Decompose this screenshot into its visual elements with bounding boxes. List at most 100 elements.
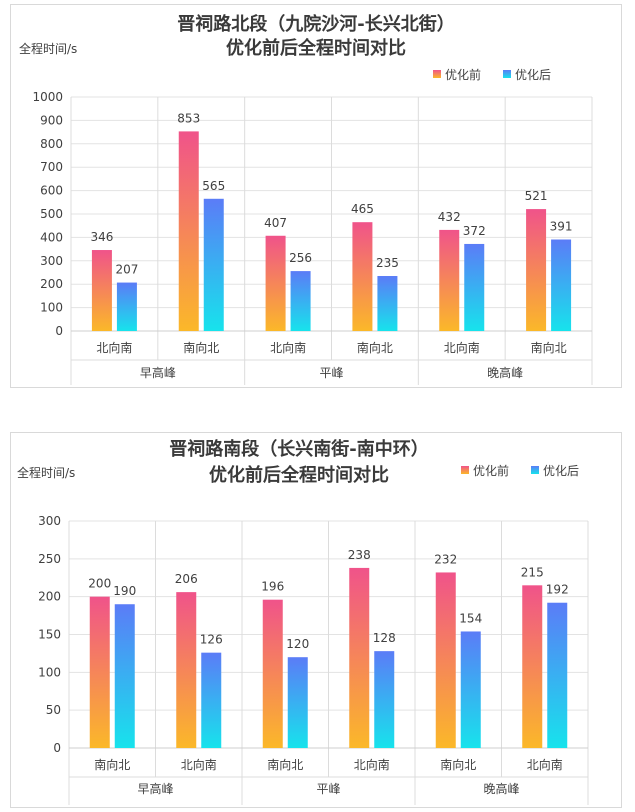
north-category-label-1: 北向南 bbox=[96, 340, 132, 355]
north-legend-swatch-2 bbox=[503, 70, 511, 78]
south-data-label-1-5: 232 bbox=[434, 552, 457, 566]
north-y-tick-500: 500 bbox=[40, 207, 63, 221]
north-chart-title-line-1: 晋祠路北段（九院沙河-长兴北街） bbox=[177, 13, 454, 35]
south-bar-1-1 bbox=[89, 596, 110, 748]
north-category-label-4: 南向北 bbox=[357, 340, 393, 355]
south-category-label-3: 南向北 bbox=[267, 757, 303, 772]
south-category-label-4: 北向南 bbox=[354, 757, 390, 772]
south-bar-1-2 bbox=[176, 592, 197, 748]
south-legend-label-1: 优化前 bbox=[473, 463, 509, 478]
north-bar-1-6 bbox=[526, 209, 547, 331]
south-category-label-1: 南向北 bbox=[94, 757, 130, 772]
south-bar-2-3 bbox=[287, 657, 308, 748]
north-category-label-5: 北向南 bbox=[444, 340, 480, 355]
north-data-label-2-3: 256 bbox=[289, 251, 312, 265]
north-legend-label-1: 优化前 bbox=[445, 67, 481, 82]
south-data-label-1-4: 238 bbox=[348, 548, 371, 562]
south-y-axis-label: 全程时间/s bbox=[17, 465, 75, 480]
north-bar-1-2 bbox=[178, 131, 199, 331]
north-bar-2-3 bbox=[290, 271, 311, 331]
north-category-label-2: 南向北 bbox=[183, 340, 219, 355]
north-y-tick-600: 600 bbox=[40, 184, 63, 198]
north-data-label-1-1: 346 bbox=[90, 230, 113, 244]
south-legend-label-2: 优化后 bbox=[543, 464, 579, 478]
south-data-label-1-6: 215 bbox=[521, 565, 544, 579]
south-bar-2-4 bbox=[374, 651, 395, 748]
north-bar-2-6 bbox=[551, 239, 572, 331]
south-y-tick-250: 250 bbox=[38, 552, 61, 566]
north-y-tick-900: 900 bbox=[40, 113, 63, 127]
south-bar-1-4 bbox=[349, 567, 370, 748]
south-group-label-1: 早高峰 bbox=[137, 781, 173, 796]
north-data-label-1-4: 465 bbox=[351, 202, 374, 216]
south-category-label-6: 北向南 bbox=[527, 757, 563, 772]
south-bar-2-1 bbox=[114, 604, 135, 748]
chart-panel-south: 晋祠路南段（长兴南街-南中环） 优化前后全程时间对比 全程时间/s 优化前 优化后 0 50… bbox=[10, 432, 622, 808]
south-data-label-2-3: 120 bbox=[286, 637, 309, 651]
south-y-tick-150: 150 bbox=[38, 628, 61, 642]
south-data-label-1-1: 200 bbox=[88, 577, 111, 591]
north-chart-title-line-2: 优化前后全程时间对比 bbox=[226, 37, 406, 59]
south-y-tick-50: 50 bbox=[46, 703, 61, 717]
chart-south-svg: 晋祠路南段（长兴南街-南中环） 优化前后全程时间对比 全程时间/s 优化前 优化后 0 50… bbox=[17, 438, 589, 805]
north-bar-1-1 bbox=[91, 250, 112, 331]
north-bar-1-3 bbox=[265, 235, 286, 331]
south-data-label-2-4: 128 bbox=[373, 631, 396, 645]
south-data-label-2-5: 154 bbox=[459, 611, 482, 625]
north-data-label-2-1: 207 bbox=[115, 263, 138, 277]
south-y-tick-300: 300 bbox=[38, 514, 61, 528]
north-bar-1-5 bbox=[439, 229, 460, 331]
north-bar-1-4 bbox=[352, 222, 373, 331]
north-data-label-2-4: 235 bbox=[376, 256, 399, 270]
north-bar-2-2 bbox=[203, 198, 224, 331]
north-data-label-2-5: 372 bbox=[463, 224, 486, 238]
south-bar-1-3 bbox=[262, 599, 283, 748]
north-bar-2-1 bbox=[116, 282, 137, 331]
north-group-label-2: 平峰 bbox=[319, 366, 343, 380]
north-y-tick-1000: 1000 bbox=[32, 90, 63, 104]
north-group-label-3: 晚高峰 bbox=[487, 365, 523, 380]
north-data-label-2-2: 565 bbox=[202, 179, 225, 193]
south-chart-title-line-2: 优化前后全程时间对比 bbox=[209, 464, 389, 486]
south-data-label-1-3: 196 bbox=[261, 580, 284, 594]
chart-north-svg: 晋祠路北段（九院沙河-长兴北街）优化前后全程时间对比 全程时间/s 优化前 优化后 0 1… bbox=[19, 13, 593, 385]
north-data-label-1-3: 407 bbox=[264, 216, 287, 230]
south-y-tick-0: 0 bbox=[53, 741, 61, 755]
north-bar-2-4 bbox=[377, 276, 398, 331]
south-data-label-2-1: 190 bbox=[113, 584, 136, 598]
south-y-tick-100: 100 bbox=[38, 665, 61, 679]
north-y-tick-100: 100 bbox=[40, 301, 63, 315]
south-legend-swatch-1 bbox=[461, 466, 469, 474]
south-data-label-1-2: 206 bbox=[175, 572, 198, 586]
north-data-label-1-2: 853 bbox=[177, 111, 200, 125]
north-group-label-1: 早高峰 bbox=[140, 365, 176, 380]
north-legend-label-2: 优化后 bbox=[515, 68, 551, 82]
north-data-label-1-5: 432 bbox=[438, 210, 461, 224]
north-bar-2-5 bbox=[464, 243, 485, 331]
south-chart-title-line-1: 晋祠路南段（长兴南街-南中环） bbox=[169, 438, 428, 460]
north-y-tick-800: 800 bbox=[40, 137, 63, 151]
north-y-tick-300: 300 bbox=[40, 254, 63, 268]
south-bar-1-6 bbox=[522, 585, 543, 748]
north-category-label-6: 南向北 bbox=[531, 340, 567, 355]
chart-panel-north: 晋祠路北段（九院沙河-长兴北街） 优化前后全程时间对比 全程时间/s 优化前 优化后 0 1… bbox=[10, 4, 622, 388]
south-data-label-2-6: 192 bbox=[546, 583, 569, 597]
north-y-tick-400: 400 bbox=[40, 230, 63, 244]
north-category-label-3: 北向南 bbox=[270, 340, 306, 355]
south-y-tick-200: 200 bbox=[38, 590, 61, 604]
north-legend-swatch-1 bbox=[433, 70, 441, 78]
south-group-label-2: 平峰 bbox=[316, 782, 340, 796]
south-legend-swatch-2 bbox=[531, 466, 539, 474]
north-data-label-1-6: 521 bbox=[525, 189, 548, 203]
south-bar-1-5 bbox=[435, 572, 456, 748]
south-bar-2-2 bbox=[201, 652, 222, 748]
south-category-label-5: 南向北 bbox=[440, 757, 476, 772]
south-bar-2-5 bbox=[460, 631, 481, 748]
north-data-label-2-6: 391 bbox=[550, 220, 573, 234]
south-group-label-3: 晚高峰 bbox=[483, 781, 519, 796]
north-y-tick-700: 700 bbox=[40, 160, 63, 174]
north-y-tick-200: 200 bbox=[40, 277, 63, 291]
north-y-axis-label: 全程时间/s bbox=[19, 41, 77, 56]
south-category-label-2: 北向南 bbox=[181, 757, 217, 772]
south-bar-2-6 bbox=[547, 602, 568, 748]
